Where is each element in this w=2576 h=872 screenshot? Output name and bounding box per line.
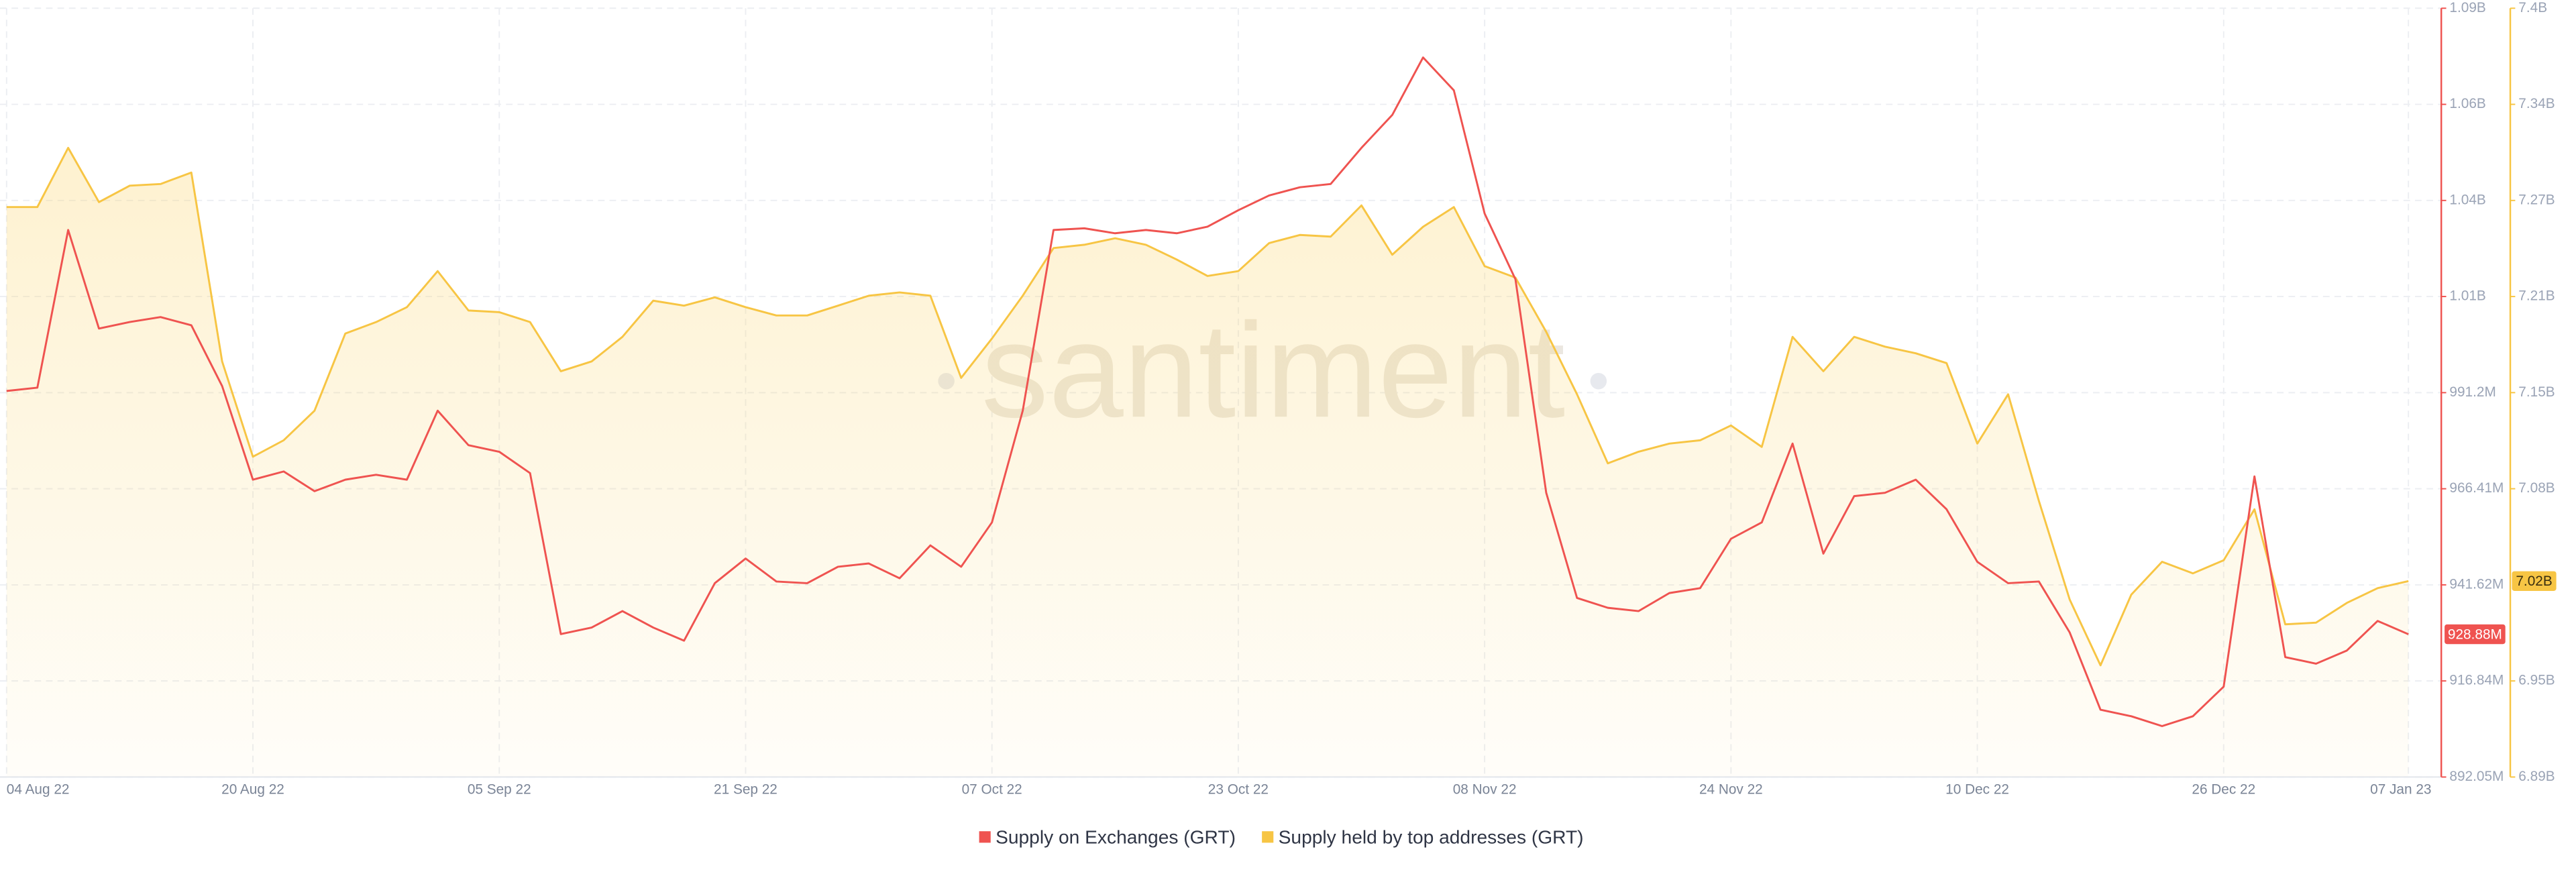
y2-tick-label: 7.4B [2518,0,2547,15]
series-line [6,146,2409,667]
legend-swatch [1262,831,1274,843]
y2-tick-label: 6.95B [2518,673,2555,688]
watermark-dot [1590,372,1607,390]
y-tick-label: 991.2M [2449,384,2496,400]
y-tick-label: 1.01B [2449,288,2485,304]
series-line [6,56,2409,727]
legend-swatch [979,831,991,843]
series-area [6,148,2409,777]
y2-tick-label: 7.15B [2518,384,2555,400]
value-badge [2512,571,2557,591]
y-tick-label: 941.62M [2449,576,2504,592]
legend: Supply on Exchanges (GRT) Supply held by … [979,827,1584,848]
value-badge [2445,624,2506,645]
value-label: 7.02B [2516,574,2552,589]
y2-tick-label: 7.34B [2518,96,2555,111]
x-tick-label: 04 Aug 22 [7,782,70,798]
y2-tick-label: 6.89B [2518,769,2555,784]
y-tick-label: 1.06B [2449,96,2485,111]
x-tick-label: 24 Nov 22 [1699,782,1763,798]
y2-tick-label: 7.21B [2518,288,2555,304]
x-tick-label: 07 Oct 22 [962,782,1022,798]
y-tick-label: 1.09B [2449,0,2485,15]
y2-tick-label: 7.08B [2518,480,2555,496]
plot-area [6,56,2409,777]
x-tick-label: 08 Nov 22 [1453,782,1517,798]
legend-label: Supply held by top addresses (GRT) [1279,827,1584,848]
x-tick-label: 10 Dec 22 [1945,782,2009,798]
axes: 892.05M 916.84M 941.62M 966.41M 991.2M 1.01B 1… [0,0,2557,798]
x-tick-label: 07 Jan 23 [2370,782,2431,798]
x-tick-label: 21 Sep 22 [714,782,777,798]
legend-label: Supply on Exchanges (GRT) [996,827,1236,848]
x-tick-label: 20 Aug 22 [221,782,284,798]
x-tick-label: 05 Sep 22 [468,782,531,798]
x-tick-label: 26 Dec 22 [2192,782,2255,798]
y2-tick-label: 7.27B [2518,192,2555,207]
y-tick-label: 916.84M [2449,673,2504,688]
value-label: 928.88M [2448,626,2502,642]
y-tick-label: 892.05M [2449,769,2504,784]
x-tick-label: 23 Oct 22 [1208,782,1269,798]
y-tick-label: 1.04B [2449,192,2485,207]
y-tick-label: 966.41M [2449,480,2504,496]
